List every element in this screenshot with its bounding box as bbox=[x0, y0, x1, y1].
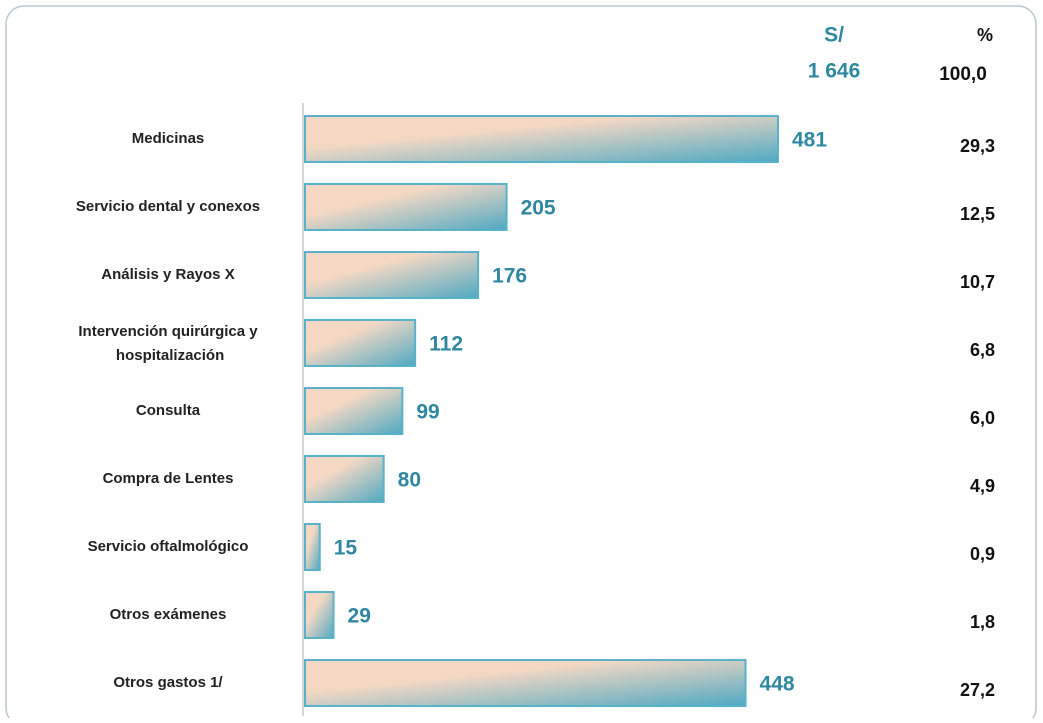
category-label: Medicinas bbox=[132, 130, 205, 147]
share-total: 100,0 bbox=[939, 64, 987, 85]
category-label: Servicio oftalmológico bbox=[88, 538, 249, 555]
category-label: Servicio dental y conexos bbox=[76, 198, 260, 215]
share-label: 4,9 bbox=[970, 476, 995, 496]
value-label: 176 bbox=[492, 265, 527, 288]
share-header: % bbox=[977, 25, 993, 45]
category-label: Compra de Lentes bbox=[103, 470, 234, 487]
share-label: 27,2 bbox=[960, 680, 995, 700]
share-label: 12,5 bbox=[960, 204, 995, 224]
bar bbox=[304, 251, 480, 299]
bar bbox=[304, 591, 335, 639]
value-header: S/ bbox=[824, 24, 844, 47]
value-label: 80 bbox=[398, 469, 421, 492]
value-label: 15 bbox=[334, 537, 358, 560]
value-label: 99 bbox=[416, 401, 439, 424]
category-label: Consulta bbox=[136, 402, 201, 419]
category-label: Intervención quirúrgica y hospitalizació… bbox=[78, 323, 258, 364]
bar bbox=[304, 455, 385, 503]
bar bbox=[304, 659, 747, 707]
value-label: 481 bbox=[792, 129, 827, 152]
category-label: Otros exámenes bbox=[110, 606, 227, 623]
value-label: 448 bbox=[760, 673, 795, 696]
share-label: 29,3 bbox=[960, 136, 995, 156]
share-label: 1,8 bbox=[970, 612, 995, 632]
bar bbox=[304, 523, 321, 571]
share-label: 6,8 bbox=[970, 340, 995, 360]
value-label: 29 bbox=[348, 605, 371, 628]
share-label: 10,7 bbox=[960, 272, 995, 292]
total: 1 646 bbox=[808, 60, 861, 83]
category-label: Otros gastos 1/ bbox=[113, 674, 223, 691]
share-label: 6,0 bbox=[970, 408, 995, 428]
bar bbox=[304, 183, 508, 231]
bar bbox=[304, 115, 779, 163]
frame bbox=[5, 5, 1037, 723]
share-label: 0,9 bbox=[970, 544, 995, 564]
bar bbox=[304, 319, 417, 367]
value-label: 205 bbox=[521, 197, 556, 220]
bar bbox=[304, 387, 404, 435]
category-label: Análisis y Rayos X bbox=[101, 266, 234, 283]
value-label: 112 bbox=[429, 333, 463, 356]
